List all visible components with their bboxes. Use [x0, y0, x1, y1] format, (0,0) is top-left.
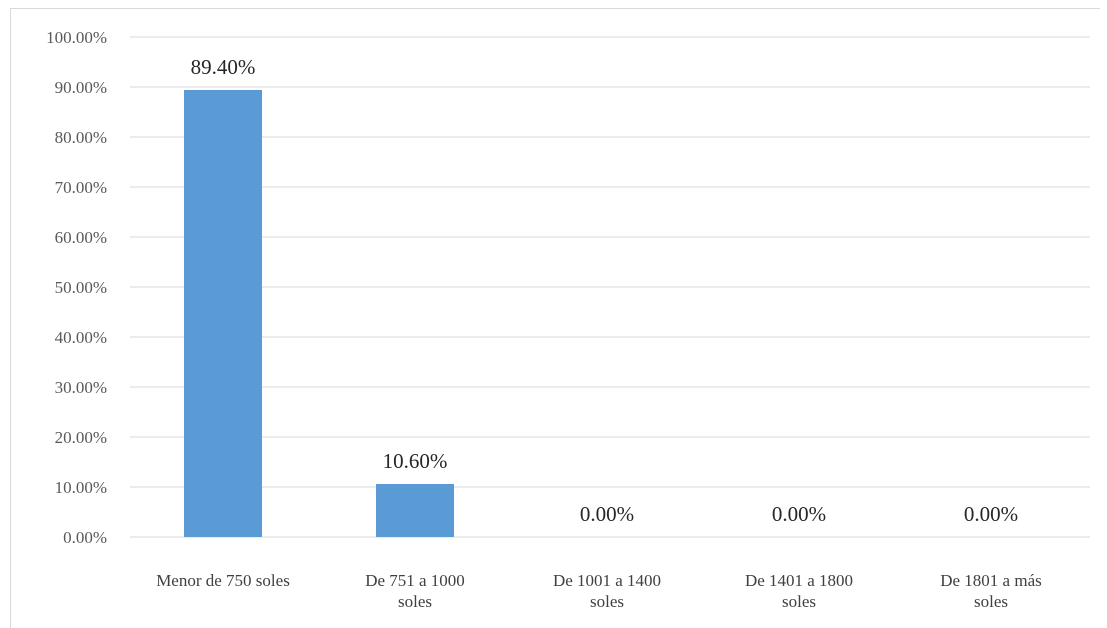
bar [376, 484, 454, 537]
y-tick-label: 10.00% [55, 478, 107, 497]
y-tick-label: 30.00% [55, 378, 107, 397]
y-tick-label: 80.00% [55, 128, 107, 147]
x-category-label: Menor de 750 soles [156, 571, 290, 590]
x-category-label: De 1001 a 1400 soles [553, 571, 661, 611]
gridlines [130, 36, 1090, 538]
bars [184, 90, 454, 537]
y-tick-label: 70.00% [55, 178, 107, 197]
x-category-label: De 751 a 1000 soles [365, 571, 465, 611]
x-category-label: De 1801 a más soles [940, 571, 1042, 611]
y-tick-label: 40.00% [55, 328, 107, 347]
data-label: 89.40% [191, 55, 256, 79]
data-label: 10.60% [383, 449, 448, 473]
data-label: 0.00% [580, 502, 634, 526]
data-label: 0.00% [772, 502, 826, 526]
data-labels: 89.40% 10.60% 0.00% 0.00% 0.00% [191, 55, 1019, 526]
y-tick-label: 90.00% [55, 78, 107, 97]
bar [184, 90, 262, 537]
x-category-label: De 1401 a 1800 soles [745, 571, 853, 611]
data-label: 0.00% [964, 502, 1018, 526]
y-tick-label: 60.00% [55, 228, 107, 247]
chart-frame [10, 8, 1100, 628]
y-tick-label: 100.00% [46, 28, 107, 47]
y-tick-label: 0.00% [63, 528, 107, 547]
y-tick-label: 50.00% [55, 278, 107, 297]
y-tick-label: 20.00% [55, 428, 107, 447]
y-axis-ticks: 0.00% 10.00% 20.00% 30.00% 40.00% 50.00% 60.00… [46, 28, 107, 547]
x-axis-categories: Menor de 750 soles De 751 a 1000 soles De 1… [156, 571, 1042, 611]
